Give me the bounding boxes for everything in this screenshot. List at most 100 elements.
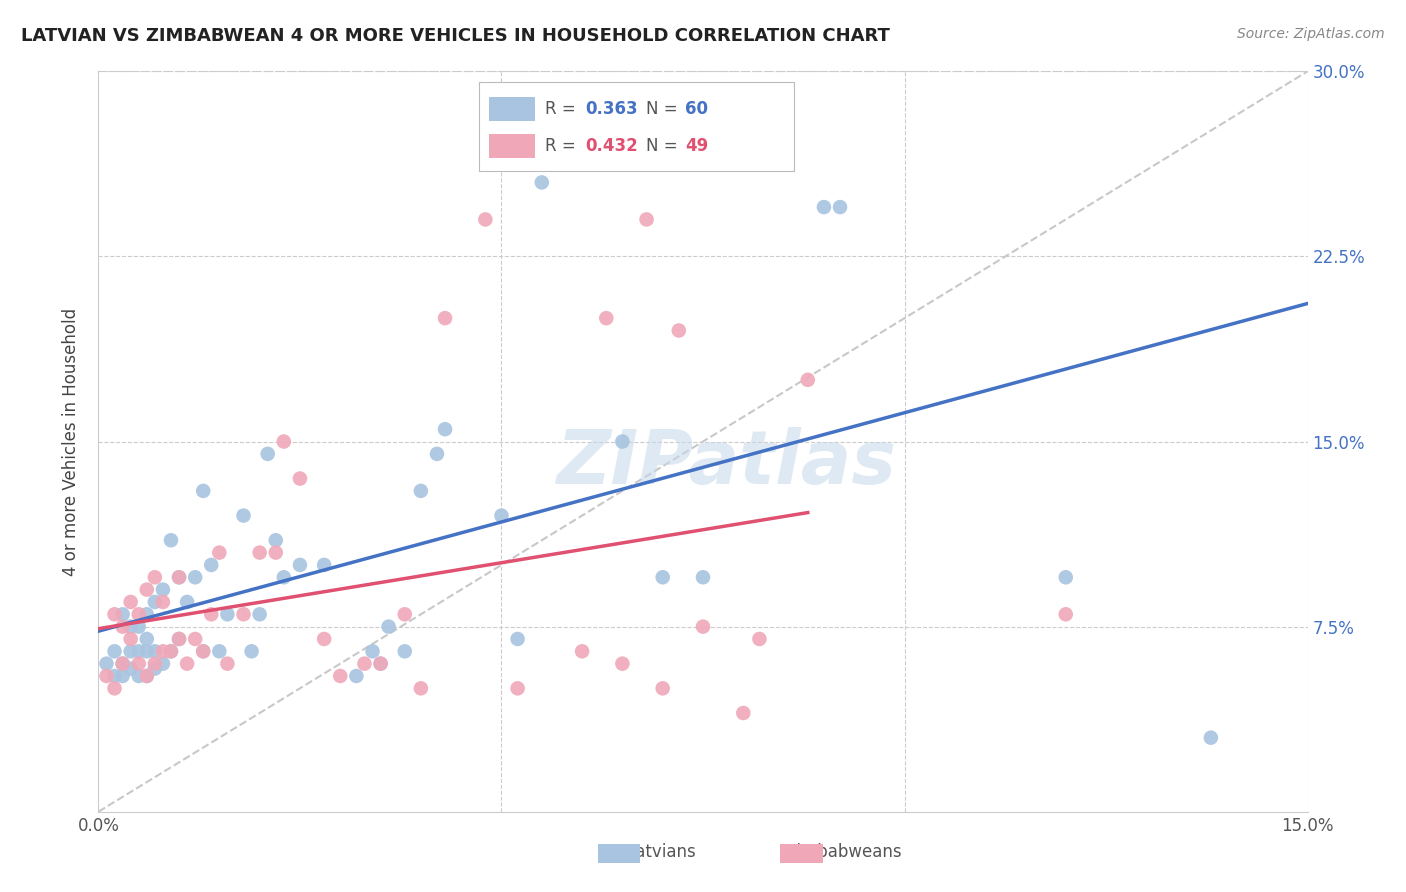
Text: 60: 60 — [685, 100, 707, 118]
Point — [249, 546, 271, 560]
Point — [135, 669, 157, 683]
Point — [120, 595, 142, 609]
Point — [571, 644, 593, 658]
Point — [692, 619, 714, 633]
Point — [111, 669, 134, 683]
Point — [111, 619, 134, 633]
Text: Zimbabweans: Zimbabweans — [786, 843, 901, 861]
Point — [394, 644, 416, 658]
Point — [96, 657, 118, 671]
Point — [377, 619, 399, 633]
Point — [394, 607, 416, 622]
Point — [506, 632, 529, 646]
Point — [120, 662, 142, 676]
Point — [1054, 570, 1077, 584]
Point — [668, 324, 690, 338]
Point — [184, 570, 207, 584]
Point — [748, 151, 770, 165]
Point — [208, 546, 231, 560]
Point — [200, 558, 222, 572]
Text: 0.363: 0.363 — [586, 100, 638, 118]
Text: LATVIAN VS ZIMBABWEAN 4 OR MORE VEHICLES IN HOUSEHOLD CORRELATION CHART: LATVIAN VS ZIMBABWEAN 4 OR MORE VEHICLES… — [21, 27, 890, 45]
Point — [797, 373, 820, 387]
Point — [249, 607, 271, 622]
Point — [120, 619, 142, 633]
Point — [152, 644, 174, 658]
Point — [474, 212, 496, 227]
Point — [176, 595, 198, 609]
Point — [329, 669, 352, 683]
Point — [128, 619, 150, 633]
Text: R =: R = — [544, 100, 581, 118]
Point — [176, 657, 198, 671]
Point — [353, 657, 375, 671]
Point — [314, 558, 336, 572]
Point — [96, 669, 118, 683]
Point — [128, 607, 150, 622]
Point — [128, 657, 150, 671]
Point — [193, 483, 215, 498]
Point — [273, 570, 295, 584]
Point — [733, 706, 755, 720]
Point — [135, 632, 157, 646]
Point — [361, 644, 384, 658]
Point — [160, 644, 183, 658]
FancyBboxPatch shape — [479, 82, 793, 171]
Point — [128, 644, 150, 658]
Point — [748, 632, 770, 646]
Point — [103, 644, 125, 658]
Point — [167, 632, 190, 646]
Text: 49: 49 — [685, 137, 709, 155]
Point — [167, 632, 190, 646]
Point — [530, 175, 553, 190]
Point — [193, 644, 215, 658]
Point — [111, 607, 134, 622]
Text: N =: N = — [647, 137, 683, 155]
Point — [434, 422, 457, 436]
Point — [160, 644, 183, 658]
Point — [1054, 607, 1077, 622]
Point — [370, 657, 392, 671]
Point — [135, 644, 157, 658]
Text: 0.432: 0.432 — [586, 137, 638, 155]
Point — [612, 657, 634, 671]
Point — [143, 657, 166, 671]
Point — [208, 644, 231, 658]
Point — [434, 311, 457, 326]
Point — [143, 662, 166, 676]
Point — [184, 632, 207, 646]
Point — [103, 669, 125, 683]
Point — [111, 657, 134, 671]
Point — [167, 570, 190, 584]
Point — [200, 607, 222, 622]
Point — [595, 311, 617, 326]
Point — [217, 607, 239, 622]
Y-axis label: 4 or more Vehicles in Household: 4 or more Vehicles in Household — [62, 308, 80, 575]
Point — [692, 570, 714, 584]
Point — [152, 582, 174, 597]
Point — [120, 632, 142, 646]
Point — [232, 607, 254, 622]
Point — [103, 681, 125, 696]
Point — [409, 483, 432, 498]
Point — [506, 681, 529, 696]
Point — [143, 644, 166, 658]
Point — [370, 657, 392, 671]
Point — [152, 595, 174, 609]
Point — [103, 607, 125, 622]
Text: Latvians: Latvians — [626, 843, 696, 861]
Point — [217, 657, 239, 671]
Point — [612, 434, 634, 449]
FancyBboxPatch shape — [489, 135, 534, 158]
Point — [651, 681, 673, 696]
Point — [636, 212, 658, 227]
Point — [135, 582, 157, 597]
Point — [1199, 731, 1222, 745]
Point — [128, 669, 150, 683]
Point — [344, 669, 367, 683]
Point — [409, 681, 432, 696]
Point — [143, 595, 166, 609]
Point — [111, 657, 134, 671]
Point — [264, 533, 287, 548]
Point — [273, 434, 295, 449]
